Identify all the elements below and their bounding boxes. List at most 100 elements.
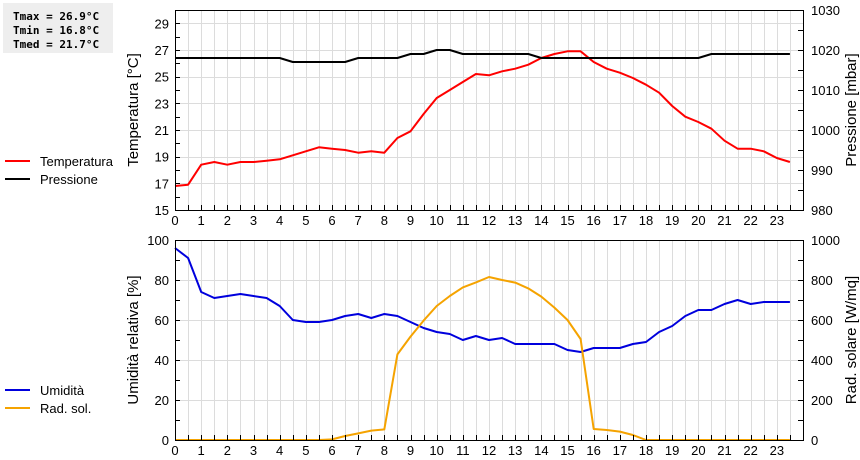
- y-left-tick-label: 21: [155, 123, 169, 138]
- solar-radiation-line-swatch-icon: [5, 407, 30, 409]
- series-line-umidit-: [174, 247, 790, 353]
- y-right-tick-label: 1030: [811, 3, 840, 18]
- x-tick-label: 20: [691, 443, 705, 458]
- x-tick-label: 5: [302, 213, 309, 228]
- x-tick-label: 23: [770, 213, 784, 228]
- x-tick-label: 17: [613, 443, 627, 458]
- y-right-tick-label: 980: [811, 203, 833, 218]
- x-tick-label: 12: [482, 213, 496, 228]
- legend-label: Umidità: [40, 382, 85, 398]
- x-tick-label: 14: [534, 443, 548, 458]
- x-tick-label: 18: [639, 443, 653, 458]
- legend-label: Temperatura: [40, 153, 113, 169]
- legend-item-temperatura: Temperatura: [5, 152, 113, 170]
- x-tick-label: 4: [276, 443, 283, 458]
- legend-bottom-chart: Umidità Rad. sol.: [5, 381, 91, 417]
- x-tick-label: 22: [743, 213, 757, 228]
- y-right-tick-label: 1000: [811, 123, 840, 138]
- y-right-tick-label: 1020: [811, 43, 840, 58]
- x-tick-label: 4: [276, 213, 283, 228]
- pressure-line-swatch-icon: [5, 178, 30, 180]
- y-left-tick-label: 17: [155, 176, 169, 191]
- temperature-stats-box: Tmax = 26.9°C Tmin = 16.8°C Tmed = 21.7°…: [3, 3, 113, 53]
- y-left-tick-label: 19: [155, 150, 169, 165]
- x-tick-label: 13: [508, 213, 522, 228]
- x-tick-label: 2: [224, 213, 231, 228]
- y-right-tick-label: 990: [811, 163, 833, 178]
- y-right-tick-label: 200: [811, 393, 833, 408]
- x-tick-label: 9: [407, 443, 414, 458]
- x-tick-label: 8: [381, 443, 388, 458]
- x-tick-label: 3: [250, 443, 257, 458]
- x-tick-label: 11: [456, 443, 470, 458]
- y-left-tick-label: 80: [155, 273, 169, 288]
- y-left-tick-label: 60: [155, 313, 169, 328]
- legend-label: Pressione: [40, 171, 98, 187]
- x-tick-label: 9: [407, 213, 414, 228]
- legend-item-pressione: Pressione: [5, 170, 113, 188]
- temperature-pressure-chart: 0 1 2 3 4 5 6 7 8 9 10 11 12 13 14 15 16 17 18 19 20 21 22 2315…: [125, 3, 860, 228]
- legend-item-rad-sol: Rad. sol.: [5, 399, 91, 417]
- y-left-tick-label: 100: [147, 233, 169, 248]
- x-tick-label: 16: [586, 443, 600, 458]
- legend-label: Rad. sol.: [40, 400, 92, 416]
- legend-top-chart: Temperatura Pressione: [5, 152, 113, 188]
- x-tick-label: 7: [355, 213, 362, 228]
- x-tick-label: 0: [171, 213, 178, 228]
- x-tick-label: 8: [381, 213, 388, 228]
- x-tick-label: 5: [302, 443, 309, 458]
- x-tick-label: 21: [717, 443, 731, 458]
- x-tick-label: 3: [250, 213, 257, 228]
- x-tick-label: 22: [743, 443, 757, 458]
- x-tick-label: 15: [560, 213, 574, 228]
- x-tick-label: 10: [429, 213, 443, 228]
- x-tick-label: 7: [355, 443, 362, 458]
- x-tick-label: 11: [456, 213, 470, 228]
- humidity-radiation-chart: 0 1 2 3 4 5 6 7 8 9 10 11 12 13 14 15 16 17 18 19 20 21 22 2302…: [125, 233, 860, 458]
- x-tick-label: 12: [482, 443, 496, 458]
- x-tick-label: 19: [665, 443, 679, 458]
- y-right-tick-label: 1000: [811, 233, 840, 248]
- y-left-axis-title: Umidità relativa [%]: [125, 275, 142, 404]
- x-tick-label: 0: [171, 443, 178, 458]
- grid: [175, 240, 803, 440]
- x-tick-label: 18: [639, 213, 653, 228]
- humidity-line-swatch-icon: [5, 389, 30, 391]
- y-left-tick-label: 20: [155, 393, 169, 408]
- series-line-pressione: [175, 49, 790, 63]
- y-right-tick-label: 0: [811, 433, 818, 448]
- y-left-tick-label: 40: [155, 353, 169, 368]
- x-tick-label: 10: [429, 443, 443, 458]
- y-right-tick-label: 600: [811, 313, 833, 328]
- y-right-tick-label: 1010: [811, 83, 840, 98]
- grid: [175, 10, 803, 210]
- tmax-stat: Tmax = 26.9°C: [13, 10, 100, 23]
- x-tick-label: 6: [328, 213, 335, 228]
- y-left-tick-label: 23: [155, 96, 169, 111]
- x-tick-label: 20: [691, 213, 705, 228]
- y-right-axis-title: Pressione [mbar]: [843, 53, 860, 166]
- x-tick-label: 17: [613, 213, 627, 228]
- x-tick-label: 13: [508, 443, 522, 458]
- y-left-axis-title: Temperatura [°C]: [125, 53, 142, 167]
- temperature-line-swatch-icon: [5, 160, 30, 162]
- axes: 0 1 2 3 4 5 6 7 8 9 10 11 12 13 14 15 16 17 18 19 20 21 22 2315…: [125, 3, 860, 228]
- y-right-tick-label: 400: [811, 353, 833, 368]
- plot-frame: [175, 10, 804, 211]
- y-left-tick-label: 27: [155, 43, 169, 58]
- legend-item-umidita: Umidità: [5, 381, 91, 399]
- series-line-temperatura: [174, 50, 791, 187]
- x-tick-label: 16: [586, 213, 600, 228]
- y-right-axis-title: Rad. solare [W/mq]: [843, 276, 860, 404]
- y-left-tick-label: 25: [155, 70, 169, 85]
- tmin-stat: Tmin = 16.8°C: [13, 24, 100, 37]
- axes: 0 1 2 3 4 5 6 7 8 9 10 11 12 13 14 15 16 17 18 19 20 21 22 2302…: [125, 233, 860, 458]
- y-left-tick-label: 15: [155, 203, 169, 218]
- y-left-tick-label: 0: [162, 433, 169, 448]
- x-tick-label: 14: [534, 213, 548, 228]
- x-tick-label: 2: [224, 443, 231, 458]
- y-right-tick-label: 800: [811, 273, 833, 288]
- x-tick-label: 19: [665, 213, 679, 228]
- x-tick-label: 23: [770, 443, 784, 458]
